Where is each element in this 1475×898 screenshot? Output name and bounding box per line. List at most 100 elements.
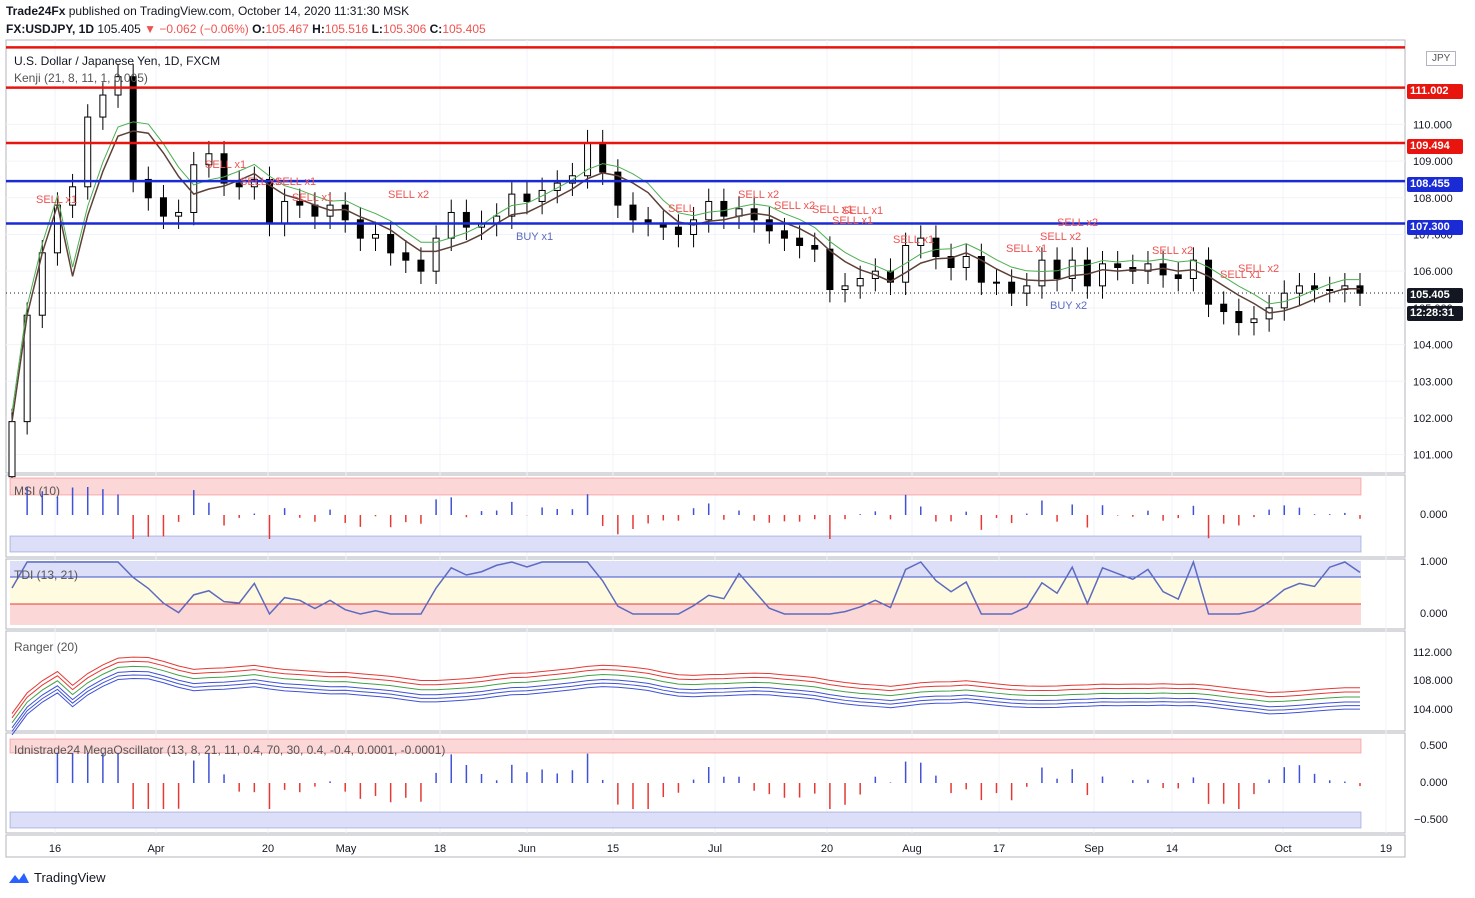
kenji-ma-line-fast: [11, 121, 1360, 413]
candle-body: [356, 219, 364, 239]
candle-body: [462, 211, 470, 228]
signal-label: SELL x1: [240, 176, 281, 188]
chart-title: U.S. Dollar / Japanese Yen, 1D, FXCM: [14, 54, 221, 68]
tdi-line: [11, 559, 1361, 616]
candle-body: [947, 256, 955, 269]
low-label: L:: [371, 22, 383, 36]
megaoscillator-label[interactable]: Idnistrade24 MegaOscillator (13, 8, 21, …: [14, 743, 446, 757]
mega-axis-pos: 0.500: [1420, 740, 1448, 752]
publisher-name[interactable]: Trade24Fx: [6, 4, 66, 18]
candle-body: [962, 256, 970, 269]
ranger-line: [11, 656, 1360, 714]
signal-label: SELL x1: [205, 159, 246, 171]
y-tick-label: 110.000: [1413, 119, 1452, 131]
signal-label: SELL x1: [812, 204, 853, 216]
candle-body: [917, 237, 925, 246]
ranger-axis-104: 104.000: [1413, 704, 1453, 716]
ohlc-bar: FX:USDJPY, 1D 105.405 ▼ −0.062 (−0.06%) …: [6, 22, 486, 36]
tdi-axis-one: 1.000: [1420, 556, 1448, 568]
x-tick-label: Aug: [902, 843, 922, 855]
x-tick-label: 16: [49, 843, 61, 855]
symbol-label[interactable]: FX:USDJPY, 1D: [6, 22, 95, 36]
candle-body: [1250, 318, 1258, 324]
candle-body: [932, 237, 940, 257]
currency-badge[interactable]: JPY: [1426, 51, 1457, 66]
candle-body: [1023, 285, 1031, 294]
candle-body: [190, 164, 198, 213]
tdi-mid-band: [10, 577, 1361, 604]
signal-label: BUY x2: [1050, 300, 1087, 312]
candle-body: [614, 171, 622, 206]
signal-label: SELL x2: [774, 200, 815, 212]
candle-body: [629, 204, 637, 221]
x-tick-label: Jul: [708, 843, 722, 855]
candle-body: [281, 200, 289, 224]
tradingview-logo-icon: [9, 872, 29, 883]
candle-body: [84, 116, 92, 188]
ranger-line: [11, 674, 1360, 732]
y-tick-label: 109.000: [1413, 156, 1453, 168]
ranger-axis-108: 108.000: [1413, 675, 1453, 687]
x-tick-label: 14: [1166, 843, 1178, 855]
mega-lower-band: [9, 811, 1362, 829]
pane-frame-2: [5, 558, 1406, 630]
candle-body: [599, 142, 607, 173]
open-label: O:: [252, 22, 266, 36]
candle-body: [114, 76, 122, 96]
candle-body: [235, 182, 243, 188]
candle-body: [129, 76, 137, 180]
ranger-label[interactable]: Ranger (20): [14, 640, 79, 654]
signal-label: SELL x1: [275, 176, 316, 188]
close-label: C:: [429, 22, 443, 36]
candle-body: [159, 197, 167, 217]
candle-body: [341, 204, 349, 221]
x-tick-label: 19: [1380, 843, 1392, 855]
candle-body: [1235, 311, 1243, 324]
mega-axis-zero: 0.000: [1420, 777, 1448, 789]
candle-body: [1038, 259, 1046, 287]
candle-body: [856, 278, 864, 287]
signal-label: SELL x1: [1006, 243, 1047, 255]
publish-info: Trade24Fx published on TradingView.com, …: [6, 4, 409, 18]
candle-body: [432, 237, 440, 272]
pane-frame-4: [5, 732, 1406, 834]
signal-label: SELL x2: [388, 189, 429, 201]
signal-label: SELL x2: [1152, 245, 1193, 257]
signal-label: SELL: [668, 203, 695, 215]
x-tick-label: 15: [607, 843, 619, 855]
time-axis-frame: [5, 834, 1406, 858]
ranger-line: [11, 660, 1360, 719]
signal-label: SELL x2: [1238, 263, 1279, 275]
level-tag-107: 107.300: [1407, 220, 1463, 235]
signal-label: SELL x1: [292, 192, 333, 204]
candle-body: [372, 233, 380, 239]
candle-body: [8, 421, 16, 478]
price-change: −0.062 (−0.06%): [159, 22, 249, 36]
msi-axis-zero: 0.000: [1420, 509, 1448, 521]
y-tick-label: 104.000: [1413, 340, 1453, 352]
candle-body: [69, 186, 77, 206]
footer-brand[interactable]: TradingView: [34, 870, 106, 885]
indicator-kenji-label[interactable]: Kenji (21, 8, 11, 1, 0.005): [14, 71, 148, 85]
msi-label[interactable]: MSI (10): [14, 484, 61, 498]
candle-body: [1205, 259, 1213, 305]
candle-body: [220, 153, 228, 184]
candle-body: [826, 248, 834, 291]
tdi-label[interactable]: TDI (13, 21): [14, 568, 79, 582]
tdi-axis-zero: 0.000: [1420, 608, 1448, 620]
y-tick-label: 108.000: [1413, 193, 1453, 205]
candle-body: [523, 193, 531, 202]
y-tick-label: 103.000: [1413, 376, 1453, 388]
x-tick-label: May: [336, 843, 357, 855]
y-tick-label: 101.000: [1413, 450, 1453, 462]
candle-body: [1053, 259, 1061, 280]
candle-body: [765, 219, 773, 232]
candle-body: [144, 178, 152, 199]
candle-body: [841, 285, 849, 291]
y-tick-label: 106.000: [1413, 266, 1453, 278]
candle-body: [99, 94, 107, 118]
ranger-line: [11, 678, 1360, 736]
msi-lower-band: [9, 535, 1362, 553]
signal-label: SELL x1: [1220, 269, 1261, 281]
